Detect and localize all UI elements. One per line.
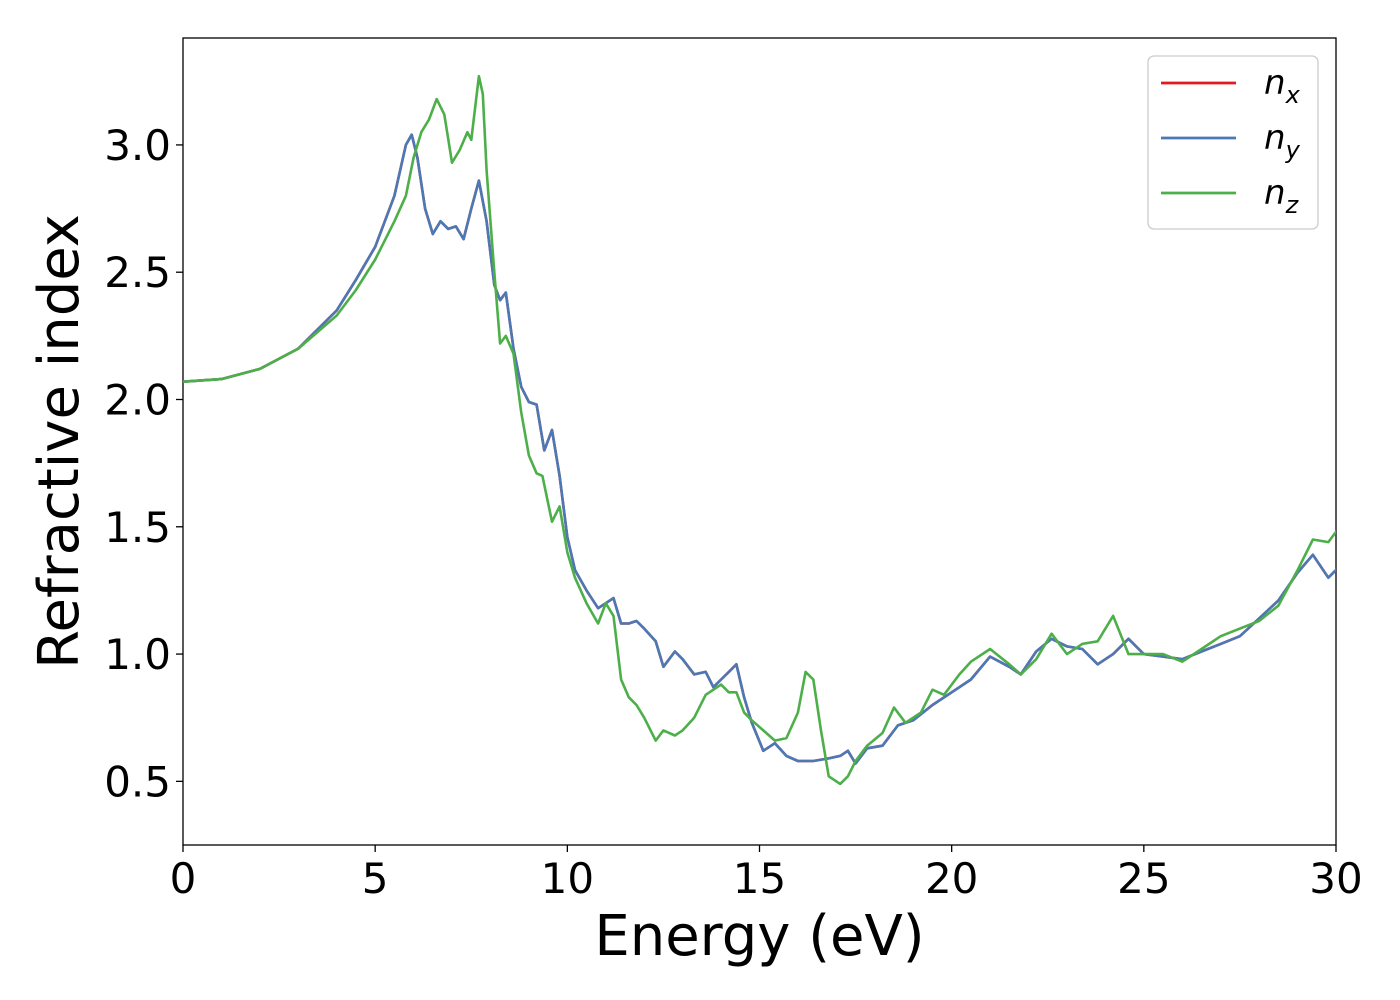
x-tick-label: 15 bbox=[733, 854, 786, 903]
x-tick-label: 0 bbox=[170, 854, 197, 903]
y-axis: 0.5 1.0 1.5 2.0 2.5 3.0 bbox=[104, 121, 183, 806]
y-tick-label: 3.0 bbox=[104, 121, 171, 170]
x-tick-label: 25 bbox=[1117, 854, 1170, 903]
y-tick-label: 2.0 bbox=[104, 375, 171, 424]
y-axis-title: Refractive index bbox=[27, 214, 92, 669]
series-layer bbox=[183, 74, 1336, 786]
legend-label-z: nz bbox=[1264, 173, 1300, 219]
x-tick-label: 30 bbox=[1309, 854, 1362, 903]
legend-label-y: ny bbox=[1264, 118, 1301, 164]
legend-label-x: nx bbox=[1264, 63, 1301, 109]
series-line-z bbox=[183, 74, 1336, 786]
y-tick-label: 2.5 bbox=[104, 248, 171, 297]
x-tick-label: 20 bbox=[925, 854, 978, 903]
y-tick-label: 1.0 bbox=[104, 630, 171, 679]
x-axis-title: Energy (eV) bbox=[594, 904, 924, 969]
x-axis: 0 5 10 15 20 25 30 bbox=[170, 845, 1363, 903]
x-tick-label: 10 bbox=[541, 854, 594, 903]
series-line-y bbox=[183, 133, 1336, 765]
y-tick-label: 1.5 bbox=[104, 503, 171, 552]
y-tick-label: 0.5 bbox=[104, 757, 171, 806]
legend-box bbox=[1147, 55, 1319, 230]
x-tick-label: 5 bbox=[362, 854, 389, 903]
legend: nx ny nz bbox=[1147, 55, 1319, 230]
